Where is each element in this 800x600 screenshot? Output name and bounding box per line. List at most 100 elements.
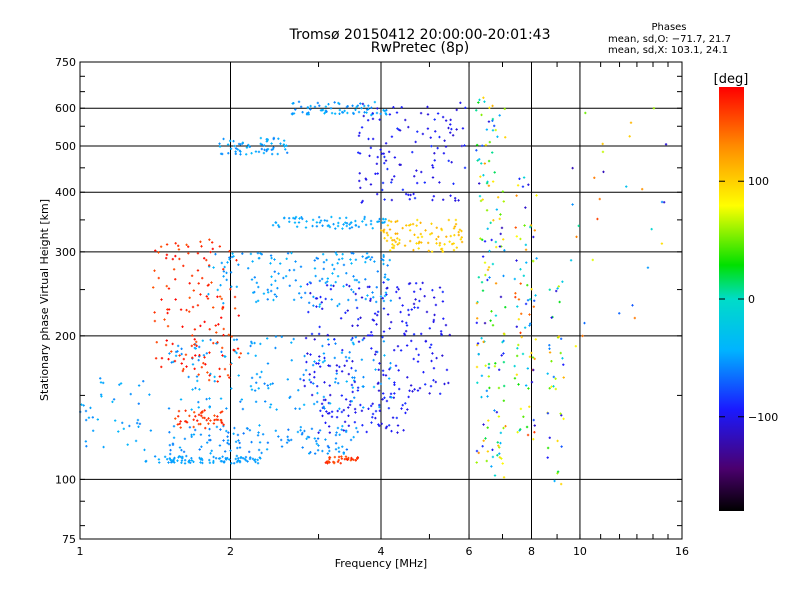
data-point [176,344,180,348]
data-point [327,343,330,346]
data-point [337,258,341,261]
data-point [502,352,505,355]
data-point [574,344,578,348]
data-point [360,409,364,413]
data-point [378,362,381,365]
data-point [475,449,479,453]
data-point [180,459,184,462]
data-point [165,253,169,257]
data-point [410,308,413,311]
data-point [398,129,402,132]
data-point [212,266,215,269]
data-point [257,285,260,289]
data-point [135,421,139,425]
data-point [482,340,485,344]
data-point [416,306,420,309]
data-point [255,372,259,376]
data-point [499,441,502,445]
data-point [361,199,364,203]
data-point [275,295,278,298]
data-point [386,264,389,267]
data-point [216,341,219,344]
data-point [199,293,202,296]
data-point [152,286,155,289]
data-point [352,458,355,461]
data-point [370,106,373,109]
data-point [412,333,416,336]
y-tick-label: 300 [55,246,76,259]
data-point [444,323,448,327]
data-point [247,143,250,147]
data-point [323,219,326,222]
data-point [401,226,404,230]
data-point [216,295,219,298]
data-point [236,446,239,450]
data-point [294,260,297,263]
data-point [409,223,412,226]
data-point [196,252,200,255]
data-point [407,125,410,129]
data-point [455,128,458,131]
data-point [309,291,312,295]
data-point [487,120,491,123]
data-point [426,127,430,130]
data-point [266,362,270,365]
data-point [201,276,204,280]
data-point [249,456,252,459]
data-point [208,461,212,465]
data-point [182,450,186,454]
data-point [192,418,195,421]
data-point [481,289,485,292]
data-point [286,378,290,381]
data-point [184,409,187,412]
data-point [525,425,529,429]
data-point [571,166,574,170]
data-point [457,230,460,234]
data-point [219,428,222,431]
colorbar-tick-label: −100 [748,411,778,424]
data-point [226,441,229,445]
data-point [463,166,467,170]
data-point [369,404,373,408]
data-point [418,299,421,303]
data-point [164,343,168,347]
data-point [492,124,496,128]
data-point [646,266,650,269]
data-point [384,374,388,377]
data-point [338,112,341,115]
data-point [208,434,211,437]
data-point [314,274,317,278]
data-point [435,238,438,241]
data-point [328,457,331,461]
data-point [386,167,389,171]
data-point [311,224,314,228]
data-point [430,343,433,346]
data-point [208,458,211,462]
data-point [502,360,506,364]
data-point [513,364,516,368]
data-point [239,400,242,403]
data-point [250,278,254,281]
data-point [211,247,214,251]
data-point [488,386,491,390]
data-point [284,148,287,151]
data-point [153,269,156,272]
data-point [270,148,273,151]
data-point [375,323,378,326]
data-point [262,292,266,295]
data-point [339,317,343,320]
data-point [528,298,532,301]
data-point [429,136,432,139]
data-point [197,358,200,362]
data-point [379,382,383,386]
data-point [84,418,88,422]
data-point [424,383,427,386]
data-point [349,438,353,442]
data-point [486,395,489,398]
data-point [428,392,431,395]
data-point [233,295,237,299]
data-point [364,297,367,301]
data-point [340,457,344,460]
data-point [193,343,196,346]
